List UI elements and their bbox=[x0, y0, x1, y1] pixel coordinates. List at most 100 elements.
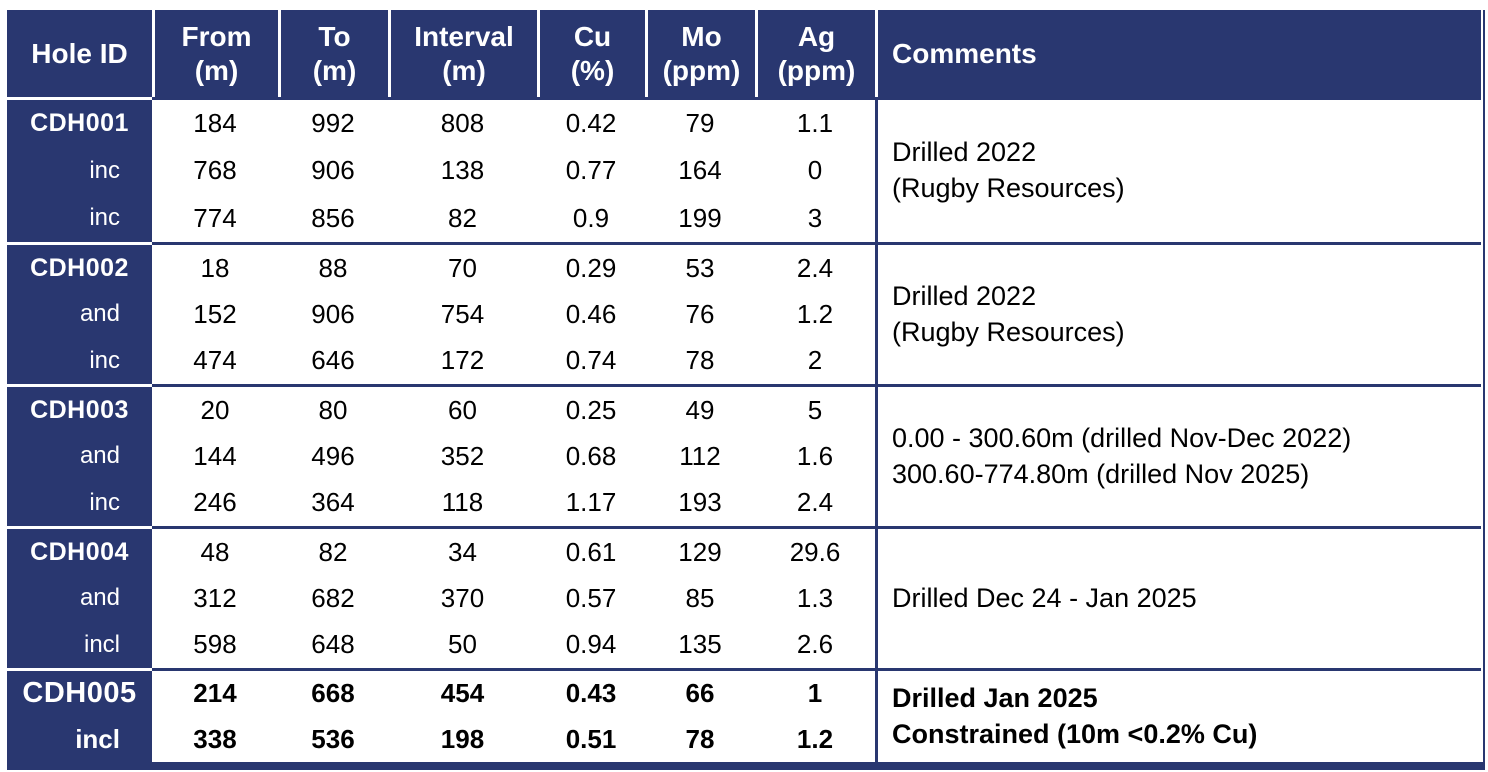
hole-id-label: CDH001 bbox=[30, 109, 129, 138]
qualifier-slot: and bbox=[7, 575, 152, 621]
cell-from: 312 bbox=[193, 582, 237, 613]
qualifier-slot: incl bbox=[7, 717, 152, 763]
header-label: To bbox=[318, 21, 351, 53]
qualifier-label: inc bbox=[89, 346, 120, 374]
hole-id-slot: CDH002 bbox=[7, 245, 152, 291]
cell-to: 82 bbox=[318, 536, 348, 567]
cell-mo: 199 bbox=[678, 202, 722, 233]
qualifier-slot: incl bbox=[7, 622, 152, 668]
cell-to: 364 bbox=[311, 487, 355, 518]
cell-from: 48 bbox=[200, 536, 230, 567]
cell-ag: 1.2 bbox=[796, 723, 834, 754]
cell-ag: 2 bbox=[807, 345, 823, 376]
comment-line: Drilled 2022 bbox=[892, 137, 1037, 168]
cell-cu: 0.25 bbox=[565, 394, 617, 425]
qualifier-slot: and bbox=[7, 291, 152, 337]
cell-cu: 0.42 bbox=[565, 108, 617, 139]
cell-mo: 135 bbox=[678, 629, 722, 660]
column-mo: 79 164 199 bbox=[645, 97, 755, 242]
header-mo: Mo (ppm) bbox=[645, 10, 755, 97]
qualifier-slot: inc bbox=[7, 195, 152, 242]
header-ag: Ag (ppm) bbox=[755, 10, 875, 97]
header-unit: (m) bbox=[442, 54, 486, 86]
cell-interval: 34 bbox=[448, 536, 477, 567]
cell-from: 184 bbox=[193, 108, 237, 139]
header-cu: Cu (%) bbox=[537, 10, 645, 97]
cell-from: 768 bbox=[193, 155, 237, 186]
header-unit: (m) bbox=[194, 54, 239, 86]
hole-id-slot: CDH001 bbox=[7, 100, 152, 147]
column-ag: 29.6 1.3 2.6 bbox=[755, 526, 875, 668]
header-label: Ag bbox=[797, 21, 836, 53]
hole-id-slot: CDH004 bbox=[7, 529, 152, 575]
column-cu: 0.61 0.57 0.94 bbox=[537, 526, 645, 668]
qualifier-slot: inc bbox=[7, 147, 152, 194]
cell-mo: 78 bbox=[685, 723, 715, 754]
comment-line: 0.00 - 300.60m (drilled Nov-Dec 2022) bbox=[892, 422, 1352, 453]
cell-to: 906 bbox=[311, 155, 355, 186]
cell-from: 774 bbox=[193, 202, 237, 233]
cell-to: 648 bbox=[311, 629, 355, 660]
column-to: 88 906 646 bbox=[278, 242, 388, 384]
comments-cell: Drilled Dec 24 - Jan 2025 bbox=[875, 526, 1481, 668]
cell-to: 88 bbox=[318, 252, 348, 283]
cell-to: 906 bbox=[311, 298, 355, 329]
cell-interval: 82 bbox=[448, 202, 477, 233]
cell-from: 598 bbox=[193, 629, 237, 660]
header-from: From (m) bbox=[152, 10, 278, 97]
cell-interval: 118 bbox=[441, 487, 484, 518]
cell-cu: 0.29 bbox=[565, 252, 617, 283]
column-mo: 53 76 78 bbox=[645, 242, 755, 384]
column-cu: 0.25 0.68 1.17 bbox=[537, 384, 645, 526]
column-from: 18 152 474 bbox=[152, 242, 278, 384]
column-interval: 808 138 82 bbox=[388, 97, 537, 242]
cell-to: 856 bbox=[311, 202, 355, 233]
header-interval: Interval (m) bbox=[388, 10, 537, 97]
column-mo: 49 112 193 bbox=[645, 384, 755, 526]
qualifier-label: inc bbox=[89, 488, 120, 516]
cell-cu: 0.77 bbox=[565, 155, 617, 186]
cell-interval: 138 bbox=[440, 155, 485, 186]
column-cu: 0.42 0.77 0.9 bbox=[537, 97, 645, 242]
qualifier-label: and bbox=[79, 442, 120, 470]
cell-interval: 370 bbox=[440, 582, 485, 613]
hole-id-label: CDH002 bbox=[30, 253, 129, 282]
comment-line: Drilled Jan 2025 bbox=[892, 682, 1098, 713]
cell-cu: 0.94 bbox=[565, 629, 617, 660]
cell-from: 246 bbox=[193, 487, 237, 518]
hole-id-slot: CDH005 bbox=[7, 671, 152, 717]
cell-cu: 0.57 bbox=[565, 582, 617, 613]
cell-mo: 49 bbox=[685, 394, 715, 425]
header-unit: (%) bbox=[570, 54, 615, 86]
column-mo: 66 78 bbox=[645, 668, 755, 762]
cell-cu: 0.74 bbox=[565, 345, 617, 376]
cell-to: 992 bbox=[311, 108, 355, 139]
comment-line: Drilled Dec 24 - Jan 2025 bbox=[892, 582, 1197, 613]
cell-ag: 5 bbox=[807, 394, 823, 425]
cell-from: 338 bbox=[193, 723, 237, 754]
hole-id-cell: CDH003 and inc bbox=[7, 384, 152, 526]
cell-mo: 66 bbox=[685, 678, 715, 709]
column-cu: 0.43 0.51 bbox=[537, 668, 645, 762]
cell-interval: 172 bbox=[440, 345, 485, 376]
hole-id-slot: CDH003 bbox=[7, 387, 152, 433]
column-from: 184 768 774 bbox=[152, 97, 278, 242]
header-label: Interval bbox=[414, 21, 514, 53]
hole-id-cell: CDH004 and incl bbox=[7, 526, 152, 668]
header-unit: (ppm) bbox=[777, 54, 856, 86]
cell-from: 20 bbox=[200, 394, 230, 425]
column-interval: 60 352 118 bbox=[388, 384, 537, 526]
cell-mo: 129 bbox=[678, 536, 722, 567]
comment-line: (Rugby Resources) bbox=[892, 316, 1125, 347]
cell-interval: 50 bbox=[448, 629, 477, 660]
cell-cu: 0.9 bbox=[572, 202, 610, 233]
hole-id-label: CDH005 bbox=[22, 677, 137, 710]
cell-interval: 352 bbox=[440, 440, 485, 471]
cell-to: 496 bbox=[311, 440, 355, 471]
cell-ag: 3 bbox=[807, 202, 823, 233]
header-comments: Comments bbox=[875, 10, 1481, 97]
column-from: 20 144 246 bbox=[152, 384, 278, 526]
header-hole-id: Hole ID bbox=[7, 10, 152, 97]
comment-line: 300.60-774.80m (drilled Nov 2025) bbox=[892, 458, 1310, 489]
qualifier-label: incl bbox=[83, 630, 120, 658]
